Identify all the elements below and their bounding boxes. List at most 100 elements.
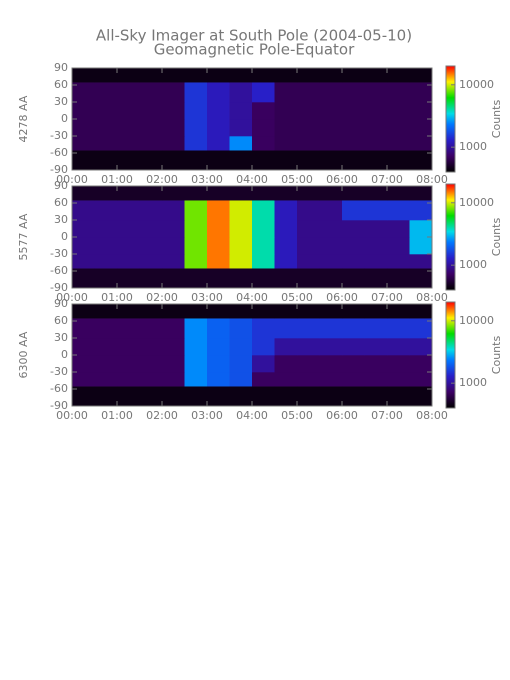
y-tick-label: -90	[50, 163, 68, 176]
heatmap-cell	[364, 186, 388, 201]
heatmap-cell	[117, 254, 140, 269]
heatmap-cell	[274, 386, 298, 407]
heatmap-cell	[319, 318, 343, 339]
heatmap-cell	[387, 119, 410, 137]
heatmap-cell	[274, 318, 298, 339]
x-tick-label: 00:00	[56, 173, 88, 186]
heatmap-cell	[207, 372, 230, 387]
heatmap-cell	[139, 102, 163, 120]
heatmap-cell	[184, 338, 208, 356]
heatmap-cell	[72, 237, 95, 255]
heatmap-cell	[184, 200, 208, 221]
heatmap-cell	[162, 386, 185, 407]
heatmap-cell	[207, 304, 230, 319]
heatmap-cell	[162, 150, 185, 171]
heatmap-cell	[342, 102, 365, 120]
heatmap-cell	[297, 237, 320, 255]
heatmap-cell	[387, 372, 410, 387]
y-axis-label: 4278 AA	[17, 95, 30, 142]
heatmap-cell	[319, 338, 343, 356]
heatmap-cell	[229, 102, 253, 120]
heatmap-cell	[252, 355, 275, 373]
heatmap-cell	[342, 304, 365, 319]
heatmap-cell	[409, 220, 433, 238]
colorbar-tick-label: 1000	[459, 376, 487, 389]
heatmap-cell	[409, 318, 433, 339]
x-tick-label: 07:00	[371, 409, 403, 422]
heatmap-cell	[229, 318, 253, 339]
x-tick-label: 05:00	[281, 409, 313, 422]
heatmap-cell	[139, 220, 163, 238]
heatmap-cell	[319, 386, 343, 407]
heatmap-cell	[387, 82, 410, 103]
heatmap-cell	[319, 186, 343, 201]
x-tick-label: 08:00	[416, 173, 448, 186]
heatmap-cell	[409, 119, 433, 137]
heatmap-cell	[117, 136, 140, 151]
heatmap-cell	[387, 68, 410, 83]
heatmap-cell	[94, 338, 118, 356]
heatmap-cell	[297, 355, 320, 373]
heatmap-cell	[94, 254, 118, 269]
heatmap-cell	[252, 318, 275, 339]
heatmap-cell	[207, 338, 230, 356]
heatmap-cell	[319, 136, 343, 151]
x-tick-label: 07:00	[371, 173, 403, 186]
heatmap-cell	[387, 355, 410, 373]
y-tick-label: 0	[61, 112, 68, 125]
heatmap-cell	[274, 237, 298, 255]
heatmap-cell	[162, 200, 185, 221]
heatmap-cell	[319, 200, 343, 221]
colorbar-tick-label: 10000	[459, 196, 494, 209]
x-tick-label: 02:00	[146, 409, 178, 422]
heatmap-cell	[387, 386, 410, 407]
colorbar-tick-label: 1000	[459, 140, 487, 153]
x-tick-label: 03:00	[191, 291, 223, 304]
heatmap-cell	[207, 150, 230, 171]
heatmap-cell	[162, 237, 185, 255]
heatmap-cell	[252, 386, 275, 407]
heatmap-cell	[184, 150, 208, 171]
heatmap-cell	[364, 68, 388, 83]
heatmap-cell	[117, 237, 140, 255]
heatmap-cell	[162, 119, 185, 137]
heatmap-cell	[139, 119, 163, 137]
heatmap-cell	[409, 304, 433, 319]
heatmap-cell	[162, 318, 185, 339]
heatmap-cell	[342, 254, 365, 269]
heatmap-cell	[252, 102, 275, 120]
heatmap-cell	[229, 68, 253, 83]
heatmap-cell	[139, 338, 163, 356]
heatmap-cell	[72, 150, 95, 171]
heatmap-cell	[364, 119, 388, 137]
colorbar-label: Counts	[490, 100, 503, 139]
heatmap-cell	[94, 220, 118, 238]
heatmap-cell	[274, 82, 298, 103]
colorbar	[445, 65, 456, 173]
y-tick-label: 60	[54, 196, 68, 209]
heatmap-cell	[207, 237, 230, 255]
heatmap-cell	[364, 82, 388, 103]
heatmap-cell	[387, 254, 410, 269]
heatmap-cell	[72, 82, 95, 103]
heatmap-cell	[409, 200, 433, 221]
heatmap-cell	[139, 304, 163, 319]
heatmap-cell	[387, 150, 410, 171]
x-tick-label: 03:00	[191, 409, 223, 422]
y-tick-label: -60	[50, 146, 68, 159]
y-tick-label: -30	[50, 247, 68, 260]
heatmap-cell	[117, 268, 140, 289]
heatmap-cell	[364, 237, 388, 255]
heatmap-cell	[72, 338, 95, 356]
heatmap-cell	[297, 82, 320, 103]
heatmap-cell	[184, 136, 208, 151]
heatmap-cell	[274, 338, 298, 356]
heatmap-cell	[184, 254, 208, 269]
heatmap-cell	[409, 102, 433, 120]
heatmap-cell	[139, 68, 163, 83]
heatmap-cell	[117, 338, 140, 356]
heatmap-cell	[342, 355, 365, 373]
heatmap-cell	[72, 318, 95, 339]
heatmap-cell	[72, 268, 95, 289]
chart-title: All-Sky Imager at South Pole (2004-05-10…	[96, 27, 412, 45]
